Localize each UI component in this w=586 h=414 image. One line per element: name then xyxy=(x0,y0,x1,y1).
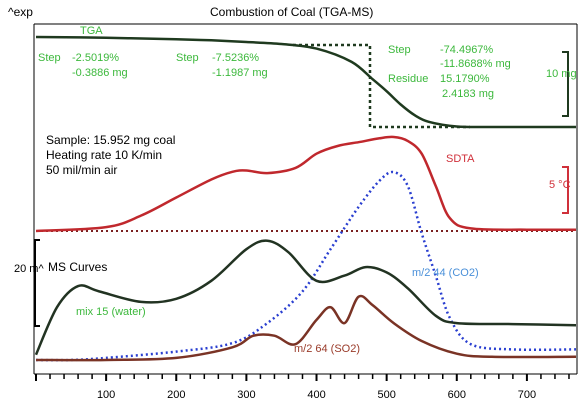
x-tick-label: 300 xyxy=(237,389,255,401)
tga-scale-label: 10 mg xyxy=(546,68,577,80)
sdta-label: SDTA xyxy=(446,153,475,165)
sdta-series-line xyxy=(35,135,577,233)
sdta-scale-label: 5 °C xyxy=(549,179,571,191)
x-tick-label: 100 xyxy=(97,389,115,401)
tga-step3-percent: -74.4967% xyxy=(440,44,493,56)
x-tick-label: 200 xyxy=(167,389,185,401)
tga-scale-bracket xyxy=(562,51,569,117)
y-unit-label: ^exp xyxy=(8,5,33,19)
water-series-line xyxy=(34,239,577,356)
tga-step-construction-line xyxy=(293,43,470,129)
tga-step2-percent: -7.5236% xyxy=(212,52,259,64)
tga-step1-percent: -2.5019% xyxy=(72,52,119,64)
x-tick-label: 400 xyxy=(307,389,325,401)
tga-step2-mass: -1.1987 mg xyxy=(212,67,268,79)
ms-scale-label: 20 m^ xyxy=(14,263,44,275)
ms-curves-label: MS Curves xyxy=(48,260,107,274)
tga-step2-label: Step xyxy=(176,52,199,64)
tga-residue-mass: 2.4183 mg xyxy=(442,88,494,100)
tga-residue-label: Residue xyxy=(388,73,428,85)
x-tick-label: 500 xyxy=(377,389,395,401)
heating-rate-text: Heating rate 10 K/min xyxy=(46,148,162,162)
tga-step1-mass: -0.3886 mg xyxy=(72,67,128,79)
tga-step3-mass: -11.8688% mg xyxy=(440,58,511,70)
x-tick-label: 700 xyxy=(518,389,536,401)
tga-label: TGA xyxy=(80,25,103,37)
water-series-label: mix 15 (water) xyxy=(76,306,146,318)
co2-series-label: m/2 44 (CO2) xyxy=(412,267,479,279)
so2-series-line xyxy=(35,294,577,362)
chart-title: Combustion of Coal (TGA-MS) xyxy=(210,5,373,19)
tga-residue-percent: 15.1790% xyxy=(440,73,490,85)
tga-step3-label: Step xyxy=(388,44,411,56)
tga-step1-label: Step xyxy=(38,52,61,64)
ms-scale-bracket xyxy=(34,239,40,327)
gas-flow-text: 50 mil/min air xyxy=(46,163,117,177)
sdta-scale-bracket xyxy=(562,166,569,214)
x-axis-ticks: 100 200 300 400 500 600 700 xyxy=(35,374,570,401)
so2-series-label: m/2 64 (SO2) xyxy=(294,343,360,355)
tga-series-line xyxy=(35,35,577,129)
x-tick-label: 600 xyxy=(448,389,466,401)
sample-mass-text: Sample: 15.952 mg coal xyxy=(46,133,175,147)
